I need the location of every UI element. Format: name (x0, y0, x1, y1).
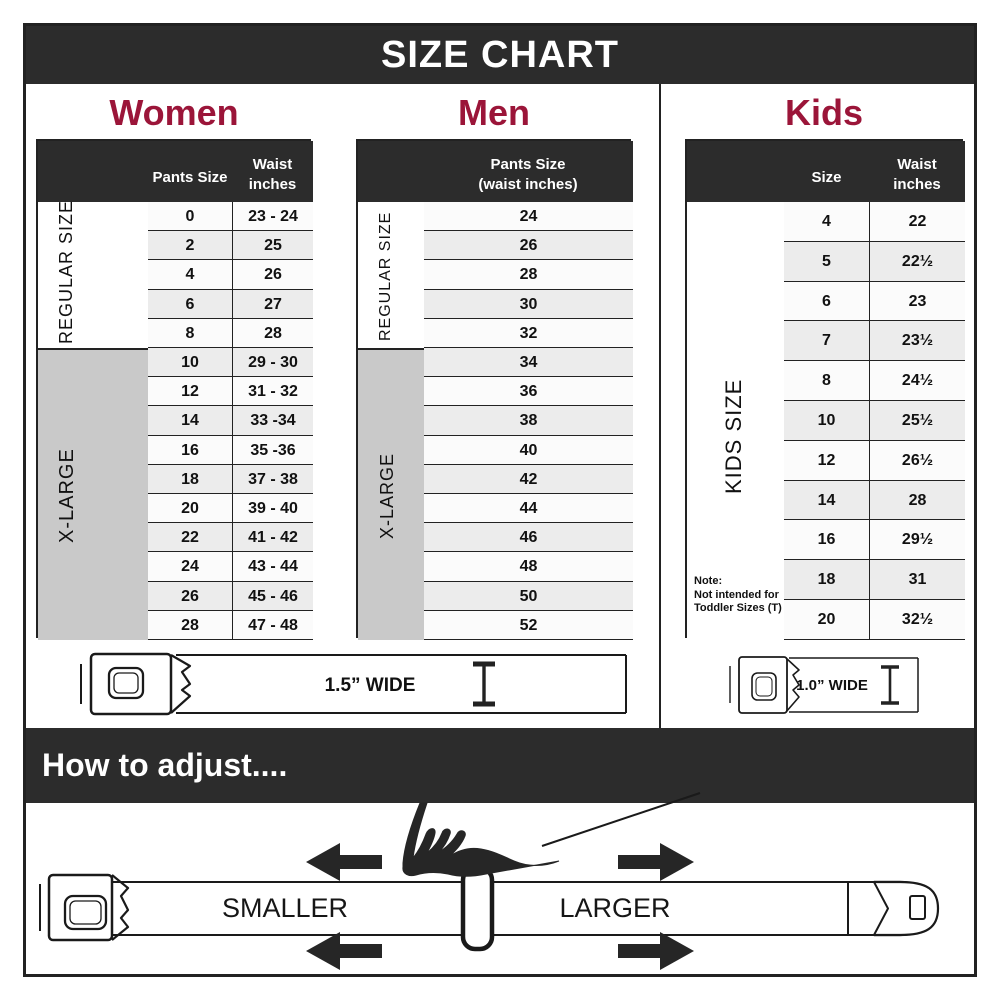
svg-text:1.5” WIDE: 1.5” WIDE (325, 675, 416, 696)
svg-text:1.0” WIDE: 1.0” WIDE (796, 677, 868, 694)
svg-text:SMALLER: SMALLER (222, 893, 348, 923)
svg-text:LARGER: LARGER (559, 893, 670, 923)
